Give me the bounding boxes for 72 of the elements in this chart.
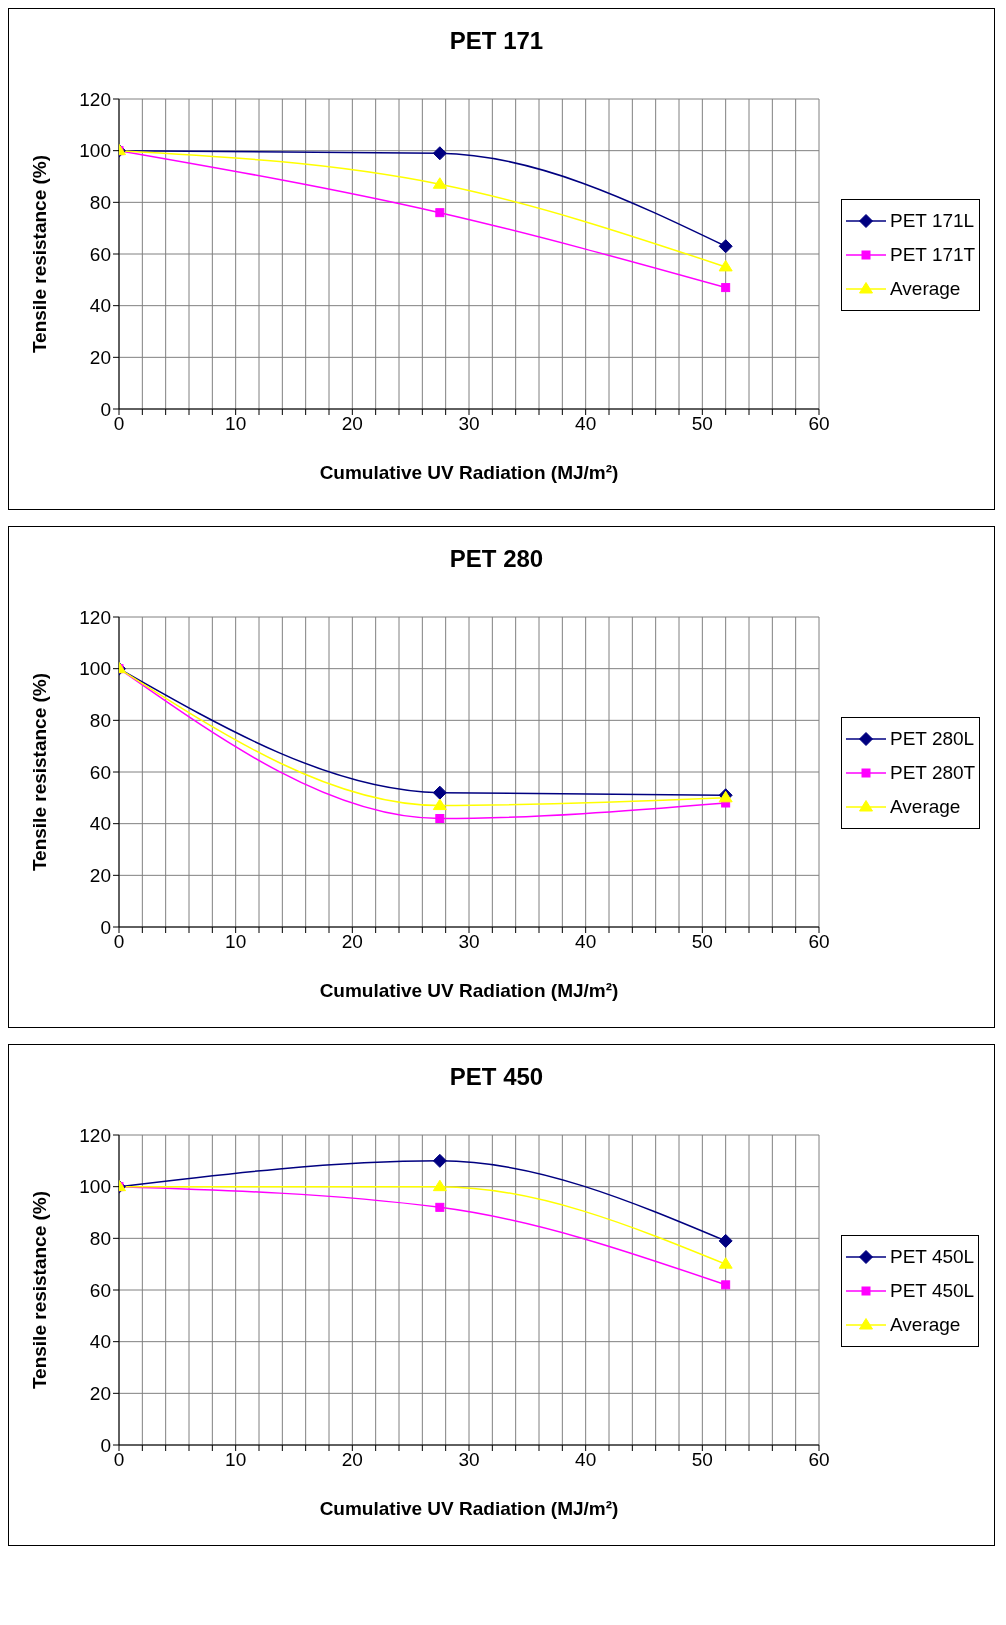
x-tick-label: 20 (341, 1449, 363, 1471)
x-tick-label: 50 (691, 413, 713, 435)
legend-label: Average (890, 278, 961, 300)
y-tick-label: 100 (79, 658, 111, 680)
y-tick-label: 60 (89, 761, 111, 783)
point (432, 785, 447, 800)
point (435, 814, 445, 823)
x-tick-label: 10 (225, 1449, 247, 1471)
legend-label: PET 171L (890, 210, 975, 232)
x-axis-title: Cumulative UV Radiation (MJ/m²) (319, 980, 619, 1001)
x-tick-label: 10 (225, 931, 247, 953)
x-tick-label: 60 (808, 931, 830, 953)
x-tick-label: 40 (575, 931, 597, 953)
point (718, 1257, 733, 1269)
y-tick-label: 20 (89, 1383, 111, 1405)
y-tick-label: 80 (89, 710, 111, 732)
y-tick-label: 120 (79, 88, 111, 110)
x-tick-label: 20 (341, 931, 363, 953)
y-axis-title: Tensile resistance (%) (28, 672, 50, 872)
point (432, 1179, 447, 1192)
point (435, 1202, 445, 1212)
y-tick-label: 120 (79, 1124, 111, 1146)
x-tick-label: 30 (458, 1449, 480, 1471)
y-tick-label: 80 (89, 1228, 111, 1250)
x-tick-label: 50 (691, 931, 713, 953)
point (435, 208, 445, 218)
y-tick-label: 100 (79, 1176, 111, 1198)
chart-title: PET 280 (448, 545, 545, 573)
y-tick-label: 0 (100, 1434, 111, 1456)
y-tick-label: 0 (100, 398, 111, 420)
point (718, 239, 733, 254)
legend-label: PET 280T (890, 762, 976, 784)
x-tick-label: 60 (808, 1449, 830, 1471)
point (718, 259, 733, 272)
y-tick-label: 40 (89, 295, 111, 317)
y-tick-label: 20 (89, 865, 111, 887)
legend-label: Average (890, 1314, 961, 1336)
point (432, 1153, 447, 1168)
x-tick-label: 50 (691, 1449, 713, 1471)
x-tick-label: 10 (225, 413, 247, 435)
y-axis-title: Tensile resistance (%) (28, 154, 50, 354)
y-tick-label: 100 (79, 140, 111, 162)
y-axis-title: Tensile resistance (%) (28, 1190, 50, 1390)
chart-title: PET 171 (448, 27, 545, 55)
point (721, 1280, 731, 1290)
x-tick-label: 60 (808, 413, 830, 435)
legend-label: PET 450L (890, 1280, 975, 1302)
point (432, 146, 447, 161)
y-tick-label: 120 (79, 606, 111, 628)
y-tick-label: 60 (89, 1279, 111, 1301)
x-tick-label: 40 (575, 413, 597, 435)
y-tick-label: 60 (89, 243, 111, 265)
point (718, 1233, 733, 1248)
y-tick-label: 40 (89, 813, 111, 835)
x-axis-title: Cumulative UV Radiation (MJ/m²) (319, 462, 619, 483)
chart-title: PET 450 (448, 1063, 545, 1091)
legend-label: PET 280L (890, 728, 975, 750)
point (432, 798, 447, 811)
legend-label: PET 171T (890, 244, 976, 266)
x-tick-label: 20 (341, 413, 363, 435)
legend-label: Average (890, 796, 961, 818)
y-tick-label: 80 (89, 192, 111, 214)
y-tick-label: 40 (89, 1331, 111, 1353)
x-axis-title: Cumulative UV Radiation (MJ/m²) (319, 1498, 619, 1519)
x-tick-label: 40 (575, 1449, 597, 1471)
y-tick-label: 20 (89, 347, 111, 369)
x-tick-label: 30 (458, 931, 480, 953)
x-tick-label: 30 (458, 413, 480, 435)
legend-label: PET 450L (890, 1246, 975, 1268)
y-tick-label: 0 (100, 916, 111, 938)
point (721, 283, 731, 293)
point (432, 177, 447, 189)
